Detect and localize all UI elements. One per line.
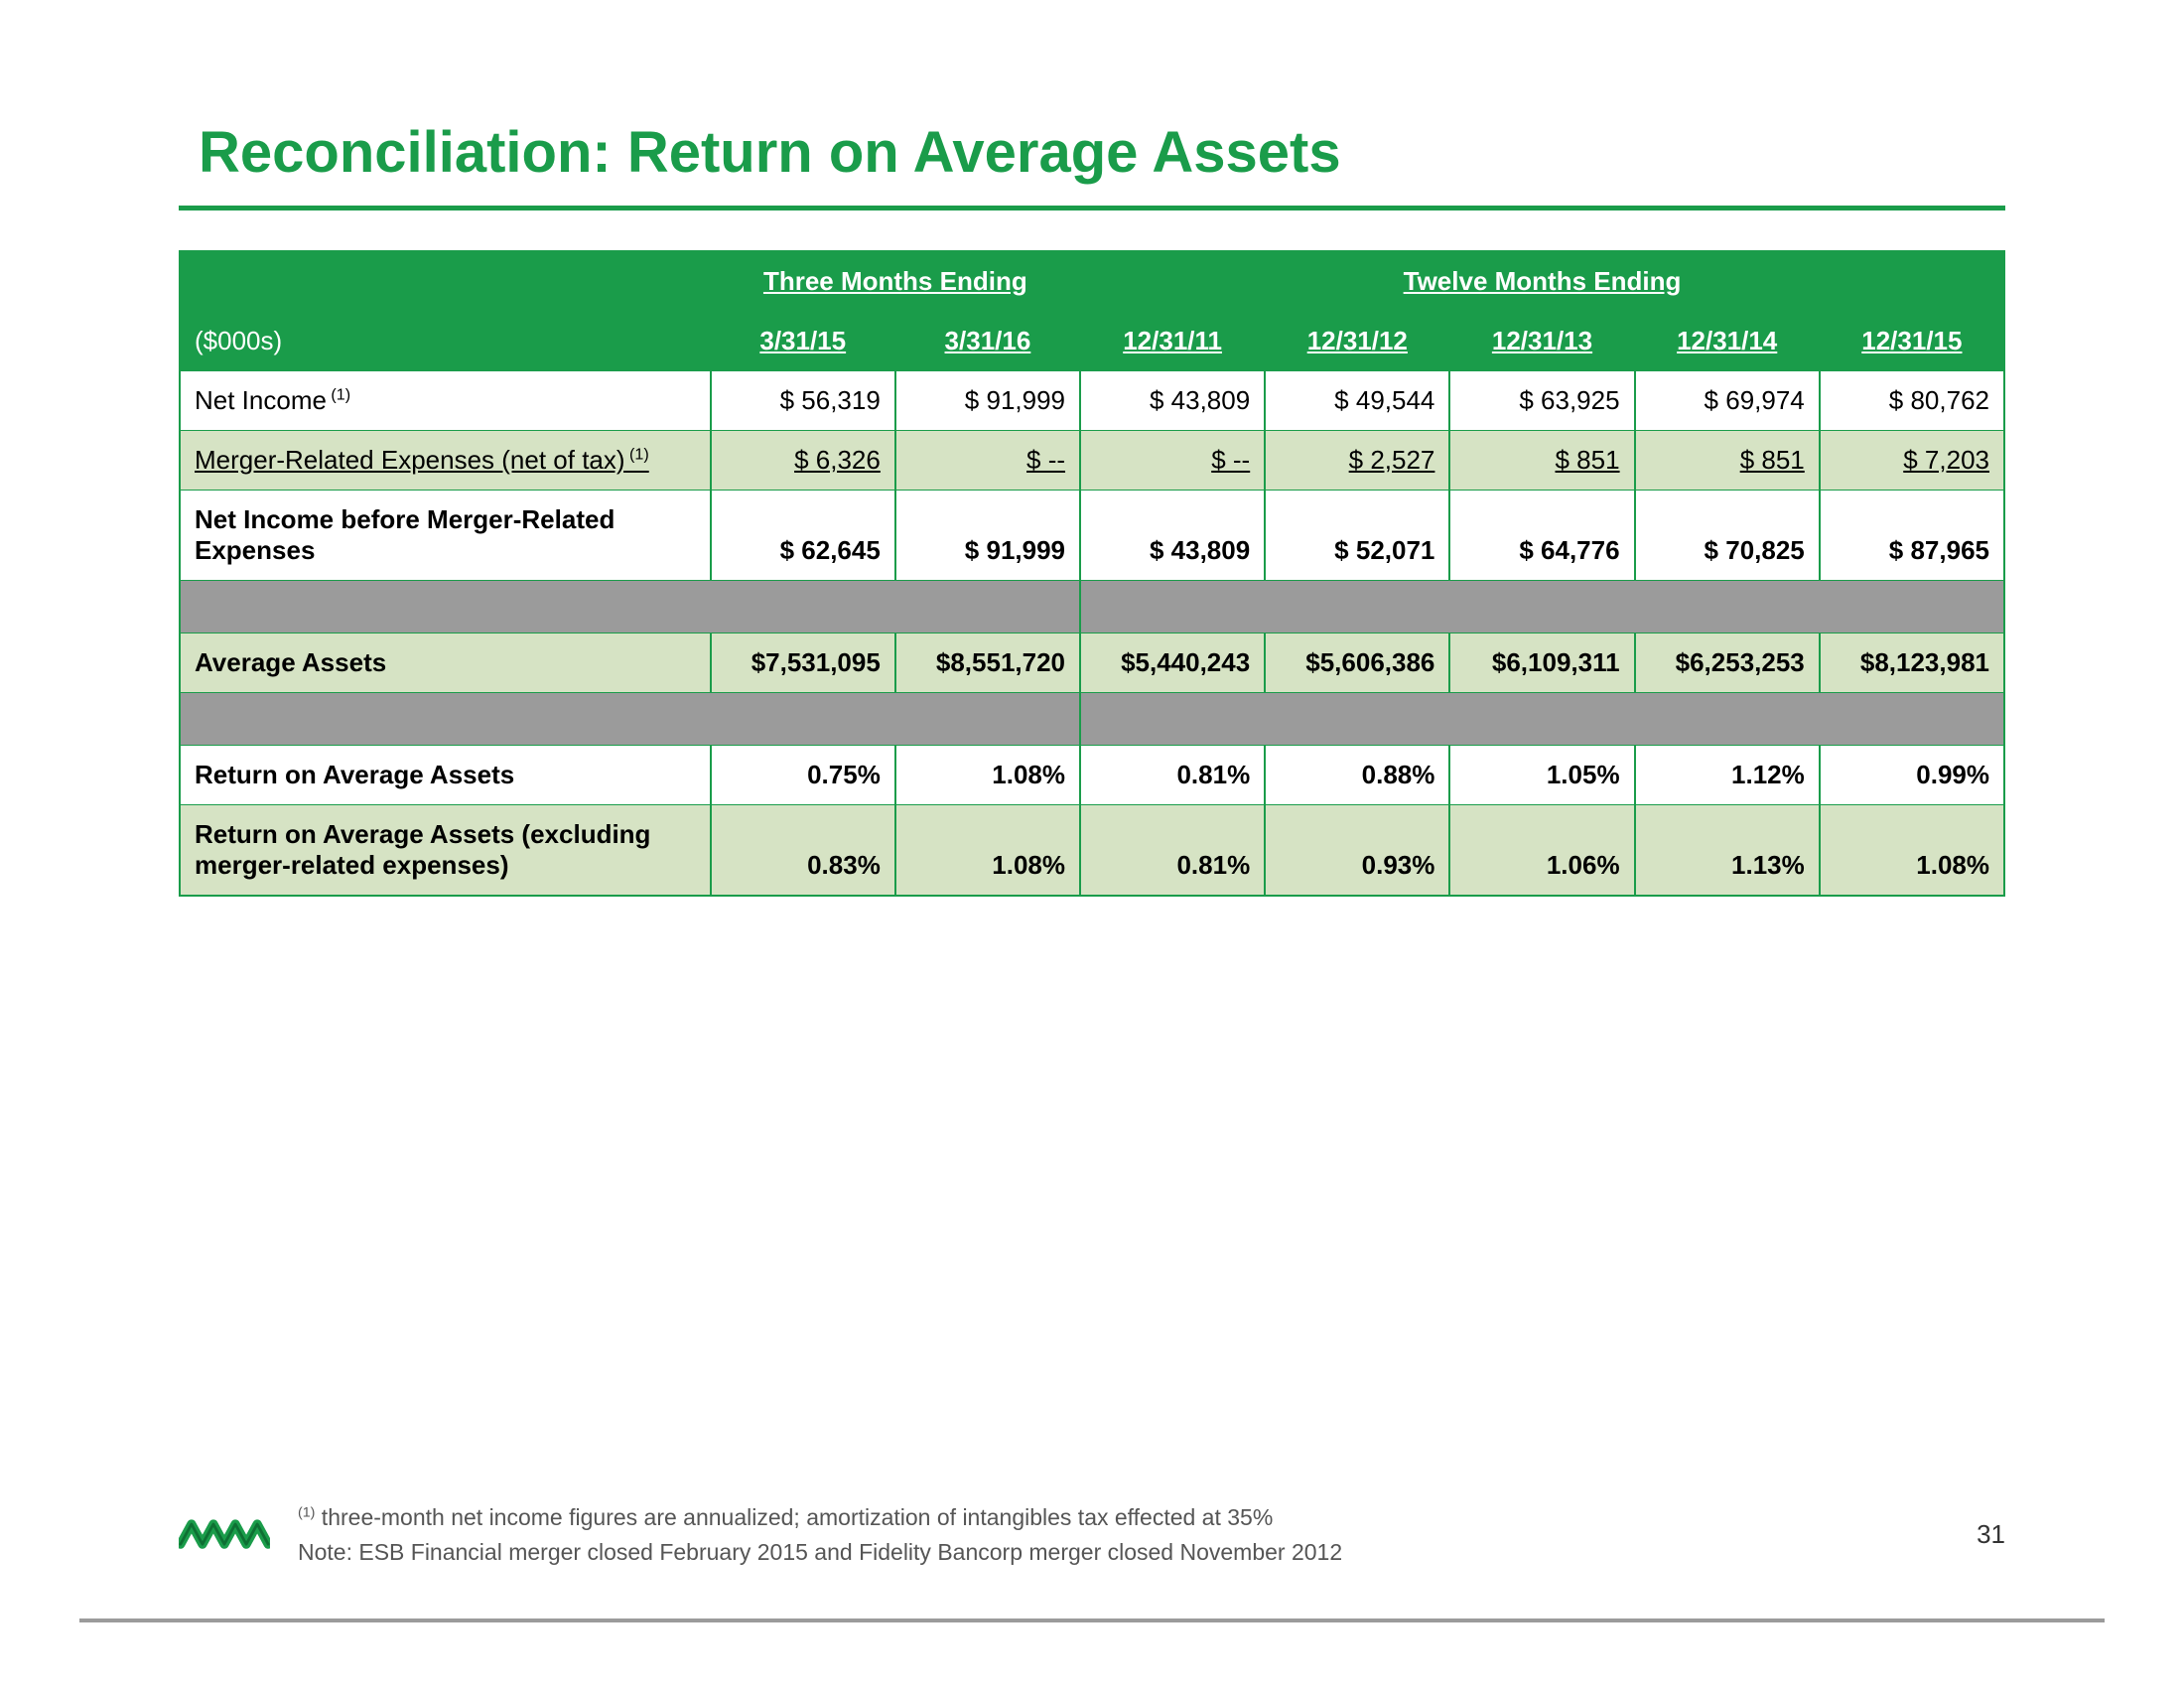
cell-value: 1.08% bbox=[895, 805, 1080, 897]
table-row bbox=[180, 581, 2004, 633]
page-number: 31 bbox=[1977, 1519, 2005, 1550]
row-label: Return on Average Assets (excluding merg… bbox=[180, 805, 711, 897]
cell-value: $ 52,071 bbox=[1265, 491, 1449, 581]
cell-value: $ 49,544 bbox=[1265, 371, 1449, 431]
header-twelve-months: Twelve Months Ending bbox=[1080, 251, 2004, 312]
col-date: 12/31/15 bbox=[1820, 312, 2004, 371]
unit-label: ($000s) bbox=[180, 312, 711, 371]
cell-value: $ -- bbox=[895, 431, 1080, 491]
cell-value: $ 69,974 bbox=[1635, 371, 1820, 431]
cell-value: $ 62,645 bbox=[711, 491, 895, 581]
cell-value: $8,551,720 bbox=[895, 633, 1080, 693]
row-label: Net Income before Merger-Related Expense… bbox=[180, 491, 711, 581]
cell-value: $ 6,326 bbox=[711, 431, 895, 491]
header-three-months: Three Months Ending bbox=[711, 251, 1080, 312]
cell-value: $ 63,925 bbox=[1449, 371, 1634, 431]
cell-value: 1.06% bbox=[1449, 805, 1634, 897]
bottom-divider bbox=[79, 1618, 2105, 1622]
company-logo-icon bbox=[179, 1507, 270, 1563]
col-date: 12/31/13 bbox=[1449, 312, 1634, 371]
col-date: 3/31/16 bbox=[895, 312, 1080, 371]
footnote-line-1: (1) three-month net income figures are a… bbox=[298, 1500, 1342, 1535]
table-row: Net Income before Merger-Related Expense… bbox=[180, 491, 2004, 581]
col-date: 12/31/14 bbox=[1635, 312, 1820, 371]
row-label: Return on Average Assets bbox=[180, 746, 711, 805]
cell-value: 1.12% bbox=[1635, 746, 1820, 805]
reconciliation-table: Three Months Ending Twelve Months Ending… bbox=[179, 250, 2005, 897]
cell-value: $7,531,095 bbox=[711, 633, 895, 693]
cell-value: 0.99% bbox=[1820, 746, 2004, 805]
cell-value: 0.83% bbox=[711, 805, 895, 897]
col-date: 12/31/12 bbox=[1265, 312, 1449, 371]
table-row: Merger-Related Expenses (net of tax) (1)… bbox=[180, 431, 2004, 491]
cell-value: $ 43,809 bbox=[1080, 491, 1265, 581]
cell-value: 0.88% bbox=[1265, 746, 1449, 805]
cell-value: 1.08% bbox=[1820, 805, 2004, 897]
cell-value: $ 91,999 bbox=[895, 491, 1080, 581]
cell-value: $ 2,527 bbox=[1265, 431, 1449, 491]
table-row: Net Income (1)$ 56,319$ 91,999$ 43,809$ … bbox=[180, 371, 2004, 431]
table-row: Average Assets$7,531,095$8,551,720$5,440… bbox=[180, 633, 2004, 693]
col-date: 12/31/11 bbox=[1080, 312, 1265, 371]
cell-value: 0.81% bbox=[1080, 746, 1265, 805]
table-date-header: ($000s) 3/31/15 3/31/16 12/31/11 12/31/1… bbox=[180, 312, 2004, 371]
table-row bbox=[180, 693, 2004, 746]
cell-value: $ 43,809 bbox=[1080, 371, 1265, 431]
cell-value: $ 80,762 bbox=[1820, 371, 2004, 431]
page-title: Reconciliation: Return on Average Assets bbox=[199, 119, 2005, 186]
cell-value: $ -- bbox=[1080, 431, 1265, 491]
cell-value: $8,123,981 bbox=[1820, 633, 2004, 693]
cell-value: 1.08% bbox=[895, 746, 1080, 805]
slide-footer: (1) three-month net income figures are a… bbox=[179, 1500, 2005, 1569]
slide-page: Reconciliation: Return on Average Assets… bbox=[0, 0, 2184, 1688]
col-date: 3/31/15 bbox=[711, 312, 895, 371]
table-body: Net Income (1)$ 56,319$ 91,999$ 43,809$ … bbox=[180, 371, 2004, 897]
footnotes: (1) three-month net income figures are a… bbox=[298, 1500, 1342, 1569]
header-blank bbox=[180, 251, 711, 312]
row-label: Merger-Related Expenses (net of tax) (1) bbox=[180, 431, 711, 491]
row-label: Net Income (1) bbox=[180, 371, 711, 431]
cell-value: $ 56,319 bbox=[711, 371, 895, 431]
cell-value: $5,606,386 bbox=[1265, 633, 1449, 693]
table-period-header: Three Months Ending Twelve Months Ending bbox=[180, 251, 2004, 312]
cell-value: 0.75% bbox=[711, 746, 895, 805]
cell-value: 0.93% bbox=[1265, 805, 1449, 897]
cell-value: 0.81% bbox=[1080, 805, 1265, 897]
cell-value: $ 7,203 bbox=[1820, 431, 2004, 491]
cell-value: $6,253,253 bbox=[1635, 633, 1820, 693]
cell-value: $5,440,243 bbox=[1080, 633, 1265, 693]
table-row: Return on Average Assets (excluding merg… bbox=[180, 805, 2004, 897]
cell-value: $ 91,999 bbox=[895, 371, 1080, 431]
title-divider bbox=[179, 206, 2005, 211]
cell-value: $ 851 bbox=[1635, 431, 1820, 491]
table-row: Return on Average Assets0.75%1.08%0.81%0… bbox=[180, 746, 2004, 805]
cell-value: 1.05% bbox=[1449, 746, 1634, 805]
cell-value: $ 87,965 bbox=[1820, 491, 2004, 581]
row-label: Average Assets bbox=[180, 633, 711, 693]
cell-value: $6,109,311 bbox=[1449, 633, 1634, 693]
cell-value: $ 851 bbox=[1449, 431, 1634, 491]
footnote-line-2: Note: ESB Financial merger closed Februa… bbox=[298, 1535, 1342, 1570]
cell-value: $ 70,825 bbox=[1635, 491, 1820, 581]
cell-value: $ 64,776 bbox=[1449, 491, 1634, 581]
cell-value: 1.13% bbox=[1635, 805, 1820, 897]
